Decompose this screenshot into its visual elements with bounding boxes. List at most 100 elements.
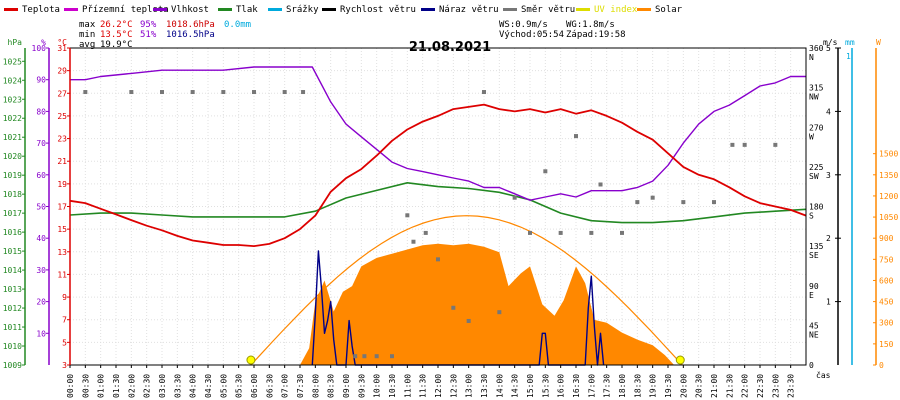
stat-max-label: max [79,20,96,30]
pressure-tick-label: 1019 [3,171,22,180]
x-tick-label: 04:30 [204,374,213,398]
solar-unit: W [876,38,881,47]
temperature-tick-label: 3 [62,361,67,370]
temperature-tick-label: 13 [57,248,67,257]
wind-tick-label: 2 [826,234,831,243]
x-tick-label: 07:00 [281,374,290,398]
wind-direction-mark [730,142,735,147]
x-tick-label: 06:00 [250,374,259,398]
pressure-tick-label: 1012 [3,304,22,313]
temperature-tick-label: 17 [57,203,67,212]
temperature-unit: °C [57,38,67,47]
wind-gust-line [311,250,605,366]
x-tick-label: 09:30 [357,374,366,398]
x-tick-label: 10:30 [388,374,397,398]
x-tick-label: 15:00 [526,374,535,398]
x-tick-label: 22:30 [756,374,765,398]
pressure-line [69,182,807,224]
x-tick-label: 07:30 [296,374,305,398]
wind-tick-label: 4 [826,107,831,116]
x-tick-label: 04:00 [189,374,198,398]
solar-tick-label: 150 [879,340,894,349]
temperature-line [69,103,807,247]
direction-compass-label: NW [809,93,819,102]
solar-tick-label: 1200 [879,192,898,201]
stat-max-press: 1018.6hPa [166,20,215,30]
x-tick-label: 16:30 [572,374,581,398]
temperature-tick-label: 21 [57,157,67,166]
wind-direction-mark [681,200,686,205]
x-tick-label: 02:30 [143,374,152,398]
wind-unit: m/s [823,38,838,47]
pressure-tick-label: 1016 [3,228,22,237]
x-tick-label: 11:30 [419,374,428,398]
pressure-tick-label: 1017 [3,209,22,218]
legend: Teplota Přízemní teplota Vlhkost Tlak Srážky… [4,5,683,15]
wind-direction-mark [543,169,548,174]
x-tick-label: 19:00 [649,374,658,398]
legend-label-6: Náraz větru [439,5,499,15]
x-tick-label: 00:30 [81,374,90,398]
x-axis-label: čas [816,370,831,380]
stat-max-temp: 26.2°C [100,20,133,30]
x-tick-label: 01:30 [112,374,121,398]
direction-tick-label: 180 [809,203,824,212]
x-tick-label: 08:30 [327,374,336,398]
humidity-tick-label: 50 [36,203,46,212]
wind-direction-mark [353,354,358,359]
x-tick-label: 23:00 [771,374,780,398]
wind-direction-mark [362,354,367,359]
x-tick-label: 17:00 [587,374,596,398]
legend-swatch-8 [576,8,590,11]
humidity-tick-label: 90 [36,76,46,85]
solar-area [250,243,675,365]
x-tick-label: 03:30 [173,374,182,398]
direction-tick-label: 45 [809,321,819,330]
wind-direction-mark [558,230,563,235]
humidity-unit: % [41,38,46,47]
solar-theoretical-arc [250,215,683,366]
wind-direction-mark [423,230,428,235]
x-tick-label: 23:30 [787,374,796,398]
direction-tick-label: 0 [809,361,814,370]
temperature-tick-label: 29 [57,67,67,76]
wind-direction-mark [712,200,716,205]
wind-direction-mark [589,230,594,235]
wind-direction-mark [411,239,416,244]
humidity-tick-label: 80 [36,107,46,116]
stat-min-temp: 13.5°C [100,30,133,40]
pressure-tick-label: 1020 [3,152,22,161]
direction-compass-label: S [809,212,814,221]
direction-tick-label: 315 [809,84,824,93]
wind-direction-mark [83,90,88,95]
legend-label-9: Solar [655,5,683,15]
direction-compass-label: W [809,132,814,141]
x-tick-label: 16:00 [557,374,566,398]
rain-tick-label: 1 [846,52,851,61]
wind-direction-mark [650,195,655,200]
x-tick-label: 00:00 [66,374,75,398]
pressure-tick-label: 1009 [3,361,22,370]
direction-compass-label: NE [809,330,819,339]
legend-label-8: UV index [594,5,638,15]
x-tick-label: 03:00 [158,374,167,398]
x-tick-label: 10:00 [373,374,382,398]
humidity-line [70,66,806,201]
wind-direction-mark [190,90,195,95]
legend-label-7: Směr větru [521,5,575,15]
stat-avg-label: avg [79,40,95,50]
direction-tick-label: 360 [809,44,824,53]
wind-direction-mark [390,354,394,359]
pressure-tick-label: 1024 [3,76,22,85]
wind-direction-mark [574,134,578,139]
legend-swatch-9 [637,8,651,11]
pressure-tick-label: 1013 [3,285,22,294]
stat-max-hum: 95% [140,20,157,30]
legend-label-2: Vlhkost [171,5,209,15]
wind-direction-mark [129,90,134,95]
wind-direction-mark [466,318,471,323]
humidity-tick-label: 20 [36,298,46,307]
wind-direction-mark [742,142,747,147]
direction-compass-label: E [809,291,814,300]
direction-compass-label: SE [809,251,819,260]
